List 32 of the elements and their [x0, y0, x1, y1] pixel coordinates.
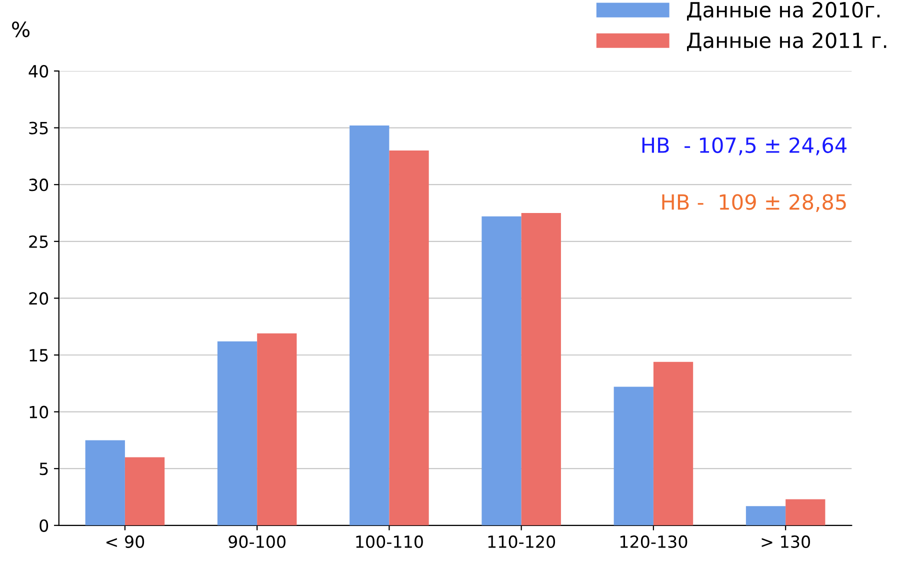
y-tick-label: 10: [30, 406, 48, 418]
bar: [653, 362, 694, 526]
bar: [614, 386, 654, 526]
x-tick-label: 90-100: [228, 535, 286, 548]
annotation: НВ - 109 ± 28,85: [662, 194, 846, 212]
x-tick-label: > 130: [762, 535, 810, 548]
x-tick-label: 120-130: [620, 535, 688, 548]
x-tick-label: < 90: [106, 535, 144, 548]
x-tick-label: 100-110: [356, 535, 423, 548]
bar: [521, 213, 561, 526]
y-tick-label: 20: [29, 292, 48, 305]
bar: [85, 440, 125, 526]
y-tick-label: 15: [30, 349, 48, 362]
bar: [482, 216, 522, 526]
bar: [350, 126, 390, 526]
y-tick-label: 0: [40, 519, 48, 532]
bar: [389, 150, 429, 526]
y-tick-label: 5: [40, 462, 48, 476]
y-tick-label: 35: [29, 122, 48, 134]
bar: [786, 499, 826, 526]
y-tick-label: 30: [29, 178, 48, 192]
legend-label: Данные на 2010г.: [687, 2, 880, 21]
legend-label: Данные на 2011 г.: [687, 32, 886, 52]
bar: [257, 333, 297, 526]
y-tick-label: 40: [28, 64, 48, 78]
bar: [124, 457, 165, 526]
y-axis-title: %: [12, 21, 30, 38]
bar: [217, 341, 258, 526]
bar: [746, 506, 786, 526]
annotation: НВ - 107,5 ± 24,64: [642, 137, 847, 156]
y-tick-label: 25: [29, 235, 48, 248]
x-tick-label: 110-120: [488, 535, 556, 548]
